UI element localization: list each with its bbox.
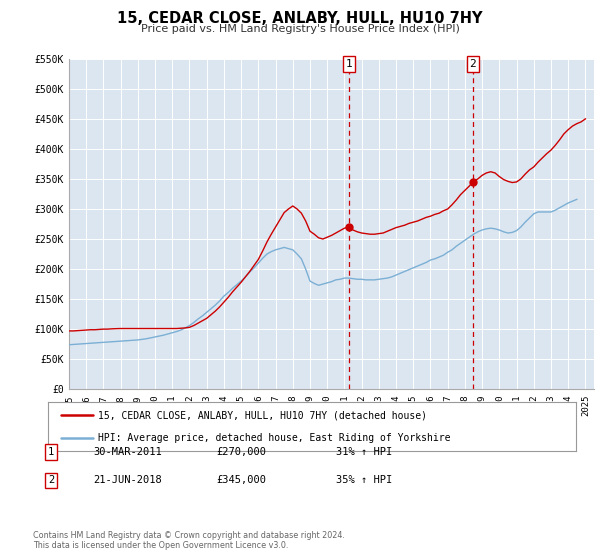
- Text: This data is licensed under the Open Government Licence v3.0.: This data is licensed under the Open Gov…: [33, 541, 289, 550]
- Text: £270,000: £270,000: [216, 447, 266, 457]
- Text: 30-MAR-2011: 30-MAR-2011: [93, 447, 162, 457]
- Text: HPI: Average price, detached house, East Riding of Yorkshire: HPI: Average price, detached house, East…: [98, 433, 451, 444]
- Text: Contains HM Land Registry data © Crown copyright and database right 2024.: Contains HM Land Registry data © Crown c…: [33, 531, 345, 540]
- Text: 1: 1: [346, 59, 352, 69]
- Text: 15, CEDAR CLOSE, ANLABY, HULL, HU10 7HY (detached house): 15, CEDAR CLOSE, ANLABY, HULL, HU10 7HY …: [98, 410, 427, 421]
- Text: 1: 1: [48, 447, 54, 457]
- Text: 2: 2: [470, 59, 476, 69]
- Text: 15, CEDAR CLOSE, ANLABY, HULL, HU10 7HY: 15, CEDAR CLOSE, ANLABY, HULL, HU10 7HY: [117, 11, 483, 26]
- Text: 31% ↑ HPI: 31% ↑ HPI: [336, 447, 392, 457]
- Text: Price paid vs. HM Land Registry's House Price Index (HPI): Price paid vs. HM Land Registry's House …: [140, 24, 460, 34]
- Text: £345,000: £345,000: [216, 475, 266, 486]
- Text: 2: 2: [48, 475, 54, 486]
- Text: 35% ↑ HPI: 35% ↑ HPI: [336, 475, 392, 486]
- Text: 21-JUN-2018: 21-JUN-2018: [93, 475, 162, 486]
